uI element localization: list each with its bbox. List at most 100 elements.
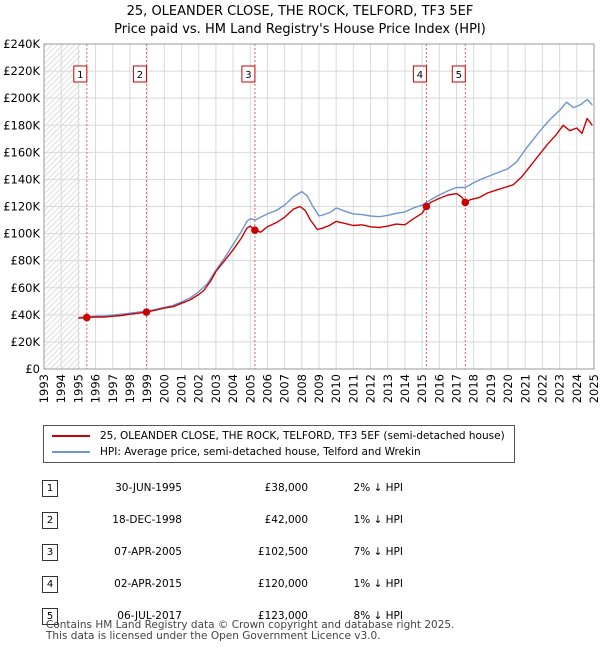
price-chart: 1 2 3 4 5 £0 £20K £40K £60K £80K £100K £120K £140K £… [3, 37, 600, 403]
sale-price: £123,000 [257, 610, 308, 622]
sale-point [142, 308, 151, 316]
y-tick-label: £220K [3, 64, 40, 78]
sale-marker-label: 5 [456, 70, 462, 81]
x-tick-label: 2020 [501, 374, 515, 403]
sale-date: 18-DEC-1998 [112, 514, 182, 526]
sale-date: 07-APR-2005 [114, 546, 182, 558]
sales-table: 1 30-JUN-1995 £38,000 2% ↓ HPI 2 18-DEC-… [42, 472, 403, 632]
x-tick-label: 2009 [312, 374, 326, 403]
x-tick-label: 2011 [346, 374, 360, 403]
x-tick-label: 2000 [157, 374, 171, 403]
sale-price: £38,000 [264, 482, 308, 494]
y-tick-label: £200K [3, 91, 40, 105]
legend-hpi-label: HPI: Average price, semi-detached house,… [100, 446, 421, 458]
table-row: 3 07-APR-2005 £102,500 7% ↓ HPI [42, 536, 403, 568]
x-tick-label: 2021 [518, 374, 532, 403]
x-tick-label: 1993 [37, 374, 51, 403]
sale-number-badge: 2 [42, 511, 58, 529]
table-row: 4 02-APR-2015 £120,000 1% ↓ HPI [42, 568, 403, 600]
x-tick-label: 1994 [54, 374, 68, 403]
sale-hpi-diff: 2% ↓ HPI [353, 482, 403, 494]
x-tick-label: 2001 [175, 374, 189, 403]
sale-marker-label: 1 [77, 70, 83, 81]
x-tick-label: 2024 [570, 374, 584, 403]
x-tick-label: 2018 [467, 374, 481, 403]
property-series-line [78, 117, 593, 319]
y-tick-label: £20K [11, 335, 41, 349]
y-tick-label: £60K [11, 281, 41, 295]
y-tick-label: £160K [3, 145, 40, 159]
legend: 25, OLEANDER CLOSE, THE ROCK, TELFORD, T… [43, 425, 515, 463]
y-tick-label: £240K [3, 37, 40, 51]
x-tick-label: 2025 [587, 374, 600, 403]
sale-marker-box [451, 65, 466, 83]
sale-marker-label: 2 [137, 70, 143, 81]
sale-point [422, 202, 431, 211]
x-tick-label: 1996 [89, 374, 103, 403]
sale-price: £42,000 [264, 514, 308, 526]
sale-marker-label: 3 [245, 70, 251, 81]
x-tick-label: 2010 [329, 374, 343, 403]
sale-number-badge: 5 [42, 607, 58, 625]
sale-point [461, 198, 470, 207]
x-tick-label: 2017 [450, 374, 464, 403]
legend-property-swatch [52, 435, 90, 437]
sale-marker-box [241, 65, 256, 83]
x-tick-label: 2013 [381, 374, 395, 403]
y-tick-label: £80K [11, 254, 41, 268]
sale-price: £102,500 [257, 546, 308, 558]
y-tick-label: £140K [3, 172, 40, 186]
sale-marker-box [132, 65, 147, 83]
table-row: 2 18-DEC-1998 £42,000 1% ↓ HPI [42, 504, 403, 536]
sale-date: 02-APR-2015 [114, 578, 182, 590]
x-tick-label: 1999 [140, 374, 154, 403]
sale-hpi-diff: 8% ↓ HPI [353, 610, 403, 622]
sale-marker-box [412, 65, 427, 83]
x-tick-label: 1998 [123, 374, 137, 403]
x-tick-label: 2006 [260, 374, 274, 403]
x-tick-label: 2005 [243, 374, 257, 403]
x-tick-label: 2019 [484, 374, 498, 403]
y-tick-label: £180K [3, 118, 40, 132]
y-tick-label: £0 [25, 362, 40, 376]
sale-date: 30-JUN-1995 [115, 482, 182, 494]
sale-point [82, 313, 91, 322]
footer-license: This data is licensed under the Open Gov… [46, 630, 381, 642]
chart-title-line1: 25, OLEANDER CLOSE, THE ROCK, TELFORD, T… [126, 4, 474, 19]
sale-price: £120,000 [257, 578, 308, 590]
x-tick-label: 1997 [106, 374, 120, 403]
x-tick-label: 2007 [278, 374, 292, 403]
sale-hpi-diff: 1% ↓ HPI [353, 514, 403, 526]
y-tick-label: £100K [3, 227, 40, 241]
sale-hpi-diff: 1% ↓ HPI [353, 578, 403, 590]
footer: Contains HM Land Registry data © Crown c… [46, 620, 454, 642]
x-tick-label: 2014 [398, 374, 412, 403]
sale-marker-label: 4 [417, 70, 423, 81]
sale-number-badge: 1 [42, 479, 58, 497]
x-tick-label: 2004 [226, 374, 240, 403]
footer-copyright: Contains HM Land Registry data © Crown c… [46, 619, 455, 631]
x-tick-label: 2022 [535, 374, 549, 403]
plot-frame [43, 43, 595, 370]
x-tick-label: 2003 [209, 374, 223, 403]
legend-item-property: 25, OLEANDER CLOSE, THE ROCK, TELFORD, T… [52, 430, 505, 442]
legend-hpi-swatch [52, 451, 90, 453]
x-tick-label: 1995 [71, 374, 85, 403]
sale-number-badge: 4 [42, 575, 58, 593]
sale-marker-box [73, 65, 88, 83]
table-row: 5 06-JUL-2017 £123,000 8% ↓ HPI [42, 600, 403, 632]
y-tick-label: £120K [3, 200, 40, 214]
sale-number-badge: 3 [42, 543, 58, 561]
sale-date: 06-JUL-2017 [117, 610, 182, 622]
hpi-series-line [78, 98, 593, 319]
sale-hpi-diff: 7% ↓ HPI [353, 546, 403, 558]
x-tick-label: 2008 [295, 374, 309, 403]
x-tick-label: 2023 [553, 374, 567, 403]
x-tick-label: 2012 [364, 374, 378, 403]
table-row: 1 30-JUN-1995 £38,000 2% ↓ HPI [42, 472, 403, 504]
x-tick-label: 2016 [432, 374, 446, 403]
y-tick-label: £40K [11, 308, 41, 322]
x-tick-label: 2015 [415, 374, 429, 403]
legend-item-hpi: HPI: Average price, semi-detached house,… [52, 446, 421, 458]
sale-point [251, 226, 259, 234]
